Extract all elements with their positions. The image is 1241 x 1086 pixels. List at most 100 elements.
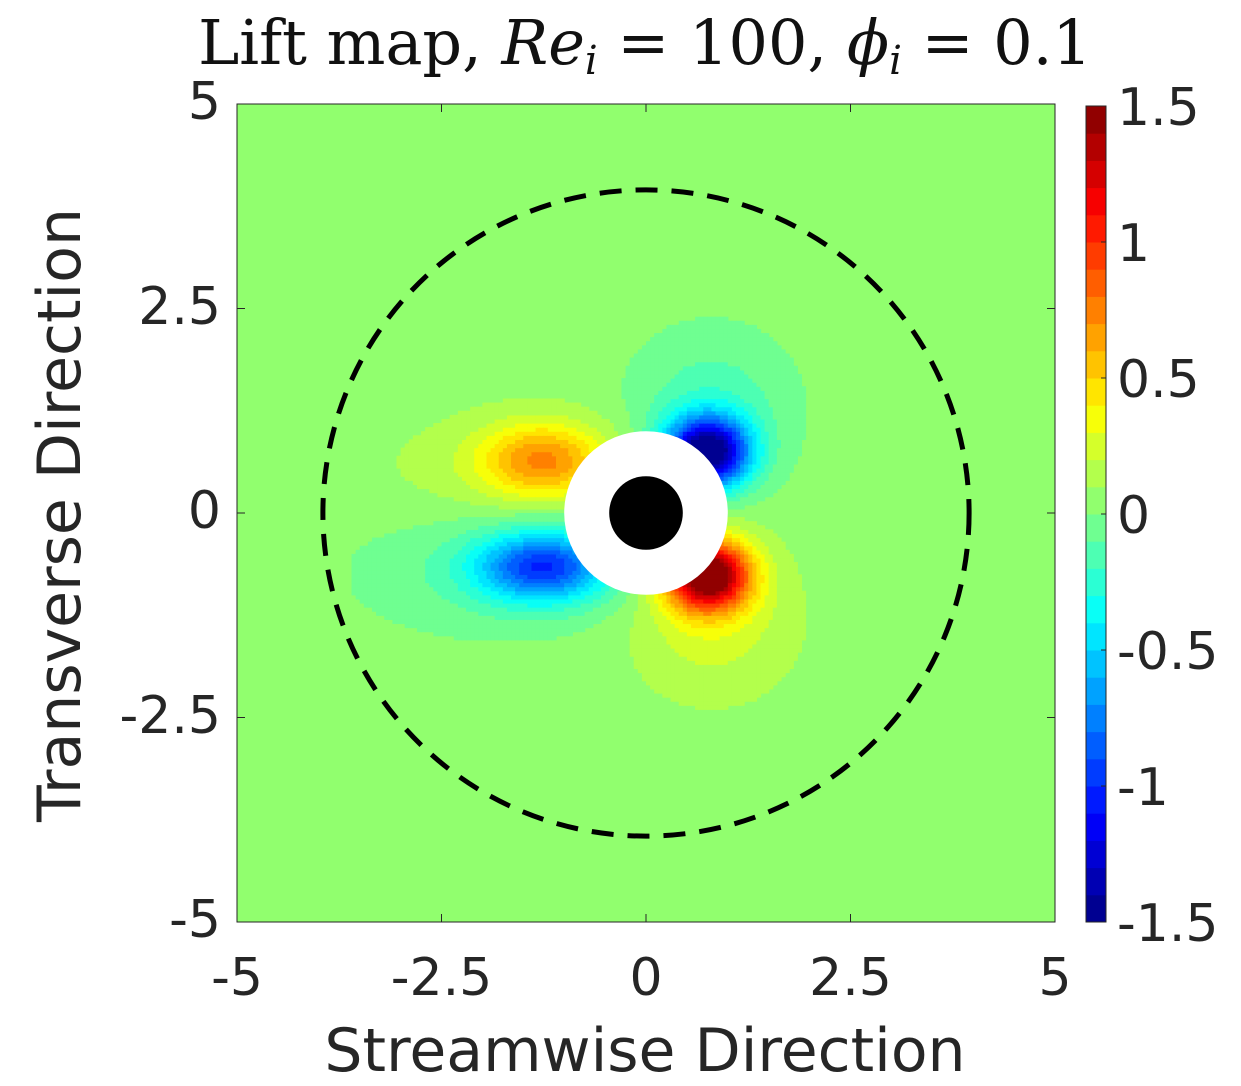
heatmap-cell [502, 451, 508, 457]
heatmap-cell [535, 607, 541, 612]
heatmap-cell [416, 598, 422, 604]
heatmap-cell [416, 557, 422, 563]
heatmap-cell [396, 615, 402, 620]
heatmap-cell [470, 500, 475, 506]
heatmap-cell [707, 423, 713, 428]
heatmap-cell [461, 439, 467, 445]
heatmap-cell [711, 586, 717, 592]
heatmap-cell [723, 529, 729, 535]
heatmap-cell [723, 701, 729, 706]
heatmap-cell [547, 468, 553, 473]
heatmap-cell [682, 378, 688, 383]
heatmap-cell [719, 574, 725, 580]
heatmap-cell [715, 431, 721, 436]
heatmap-cell [650, 615, 655, 620]
heatmap-cell [498, 566, 504, 571]
heatmap-cell [445, 582, 451, 588]
heatmap-cell [592, 435, 598, 440]
heatmap-cell [539, 414, 545, 420]
heatmap-cell [478, 562, 483, 567]
heatmap-cell [408, 557, 414, 563]
heatmap-cell [494, 578, 500, 584]
heatmap-cell [678, 410, 684, 416]
heatmap-cell [719, 578, 725, 584]
heatmap-cell [596, 615, 602, 620]
heatmap-cell [433, 459, 439, 465]
heatmap-cell [551, 623, 557, 629]
heatmap-cell [515, 402, 520, 408]
heatmap-cell [453, 557, 459, 563]
heatmap-cell [445, 611, 451, 616]
heatmap-cell [695, 684, 700, 690]
heatmap-cell [723, 357, 729, 363]
heatmap-cell [719, 545, 725, 551]
heatmap-cell [584, 451, 590, 457]
heatmap-cell [699, 431, 704, 436]
heatmap-cell [662, 623, 668, 629]
heatmap-cell [527, 463, 533, 469]
heatmap-cell [531, 545, 537, 551]
heatmap-cell [707, 418, 713, 424]
heatmap-cell [629, 398, 635, 404]
heatmap-cell [453, 537, 459, 543]
heatmap-cell [666, 410, 672, 416]
heatmap-cell [531, 598, 537, 604]
heatmap-cell [515, 463, 520, 469]
heatmap-cell [453, 619, 459, 625]
heatmap-cell [707, 631, 713, 637]
heatmap-cell [474, 496, 479, 502]
heatmap-cell [584, 582, 590, 588]
heatmap-cell [490, 631, 496, 637]
heatmap-cell [498, 414, 504, 420]
heatmap-cell [670, 697, 676, 702]
heatmap-cell [637, 418, 643, 424]
heatmap-cell [625, 373, 631, 379]
heatmap-cell [707, 672, 713, 678]
heatmap-cell [457, 533, 463, 539]
heatmap-cell [515, 611, 520, 616]
heatmap-cell [519, 566, 524, 571]
heatmap-cell [441, 586, 447, 592]
heatmap-cell [723, 410, 729, 416]
heatmap-cell [511, 529, 516, 535]
heatmap-cell [707, 697, 713, 702]
heatmap-cell [380, 541, 385, 547]
heatmap-cell [404, 443, 410, 449]
heatmap-cell [588, 447, 594, 453]
heatmap-cell [486, 463, 492, 469]
heatmap-cell [719, 688, 725, 694]
heatmap-cell [388, 533, 394, 539]
heatmap-cell [711, 447, 717, 453]
heatmap-cell [498, 500, 504, 506]
heatmap-cell [568, 594, 573, 600]
heatmap-cell [588, 598, 594, 604]
heatmap-cell [592, 586, 598, 592]
heatmap-cell [699, 672, 704, 678]
heatmap-cell [519, 431, 524, 436]
heatmap-cell [580, 435, 586, 440]
heatmap-cell [723, 643, 729, 649]
heatmap-cell [641, 386, 647, 391]
heatmap-cell [482, 582, 488, 588]
heatmap-cell [715, 688, 721, 694]
heatmap-cell [596, 423, 602, 428]
heatmap-cell [719, 459, 725, 465]
heatmap-cell [711, 602, 717, 608]
heatmap-cell [498, 529, 504, 535]
heatmap-cell [502, 398, 508, 404]
heatmap-cell [650, 390, 655, 395]
heatmap-cell [695, 582, 700, 588]
heatmap-cell [723, 611, 729, 616]
heatmap-cell [519, 472, 524, 477]
heatmap-cell [449, 455, 455, 461]
heatmap-cell [474, 451, 479, 457]
heatmap-cell [699, 701, 704, 706]
heatmap-cell [519, 635, 524, 641]
heatmap-cell [474, 611, 479, 616]
heatmap-cell [519, 533, 524, 539]
heatmap-cell [461, 611, 467, 616]
heatmap-cell [699, 328, 704, 334]
heatmap-cell [568, 562, 573, 567]
heatmap-cell [547, 570, 553, 575]
heatmap-cell [641, 615, 647, 620]
